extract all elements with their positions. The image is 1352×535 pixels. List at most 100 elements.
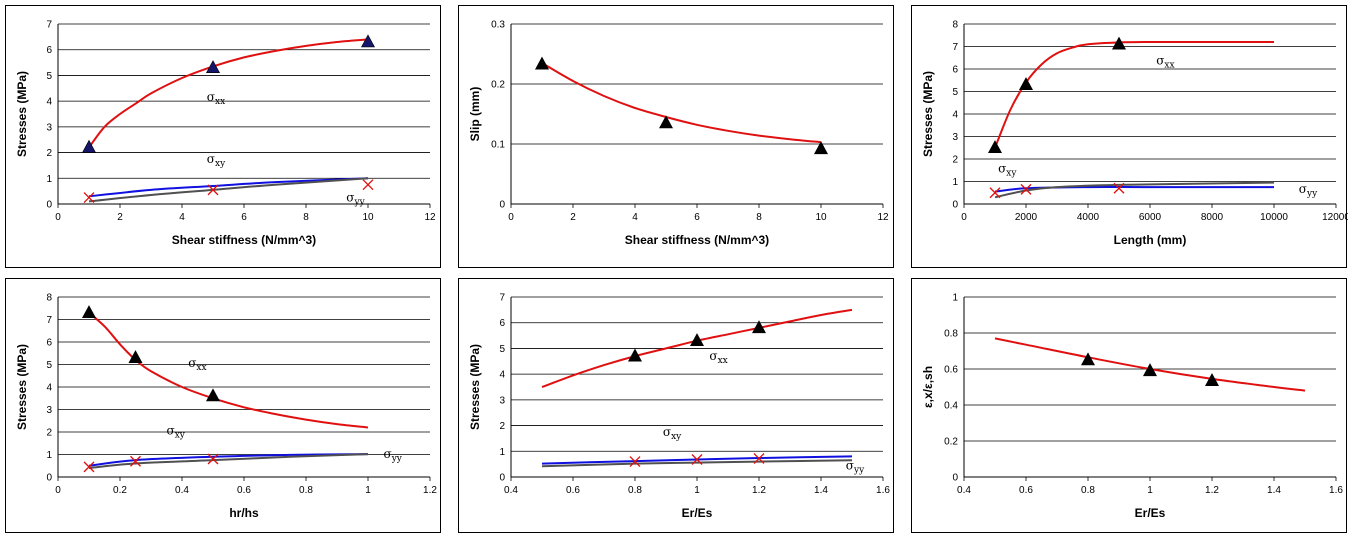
triangle-marker — [1080, 352, 1096, 366]
cross-marker — [83, 192, 95, 204]
x-axis-label: Er/Es — [682, 506, 713, 520]
series-annotation: σxx — [188, 356, 206, 373]
y-tick-label: 3 — [46, 122, 52, 133]
y-tick-label: 3 — [952, 132, 958, 143]
y-tick-label: 1 — [46, 450, 52, 461]
series-annotation: σxy — [998, 162, 1017, 179]
y-tick-label: 8 — [46, 293, 52, 304]
x-tick-label: 1 — [365, 485, 371, 496]
y-tick-label: 2 — [46, 428, 52, 439]
y-tick-label: 6 — [952, 65, 958, 76]
triangle-marker — [1111, 36, 1127, 50]
series-line — [88, 312, 369, 429]
chart-4-svg: 0 1 2 3 4 5 6 7 8 0 0.2 0.4 0.6 0.8 1 1.2 hr/hs Stresses … — [15, 293, 437, 521]
x-tick-label: 2000 — [1015, 212, 1038, 223]
y-tick-label: 0 — [952, 473, 958, 484]
y-tick-label: 3 — [46, 405, 52, 416]
x-axis-label: Er/Es — [1135, 506, 1166, 520]
triangle-marker — [205, 388, 221, 402]
x-tick-label: 4000 — [1077, 212, 1100, 223]
y-tick-label: 0.1 — [491, 140, 505, 151]
y-tick-label: 1 — [46, 174, 52, 185]
y-tick-label: 7 — [499, 293, 505, 304]
y-tick-label: 5 — [499, 344, 505, 355]
series-annotation: σyy — [1299, 182, 1318, 199]
y-tick-label: 0.3 — [491, 20, 505, 31]
x-tick-label: 1.4 — [814, 485, 828, 496]
x-tick-label: 2 — [117, 212, 123, 223]
cross-marker — [207, 184, 219, 196]
triangle-marker — [128, 350, 143, 364]
chart-panel-3: 0 1 2 3 4 5 6 7 8 0 2000 4000 6000 8000 10000 12000 Leng… — [911, 5, 1348, 268]
y-axis-label: Stresses (MPa) — [15, 71, 29, 157]
triangle-marker — [813, 141, 829, 155]
x-axis-label: Length (mm) — [1114, 233, 1187, 247]
y-tick-label: 6 — [46, 338, 52, 349]
chart-panel-4: 0 1 2 3 4 5 6 7 8 0 0.2 0.4 0.6 0.8 1 1.2 hr/hs Stresses … — [5, 278, 441, 533]
x-tick-label: 0.6 — [1019, 485, 1033, 496]
series-line — [88, 38, 369, 149]
y-tick-label: 4 — [46, 383, 52, 394]
series-line — [541, 62, 822, 144]
y-axis-label: Stresses (MPa) — [15, 344, 29, 430]
x-axis-label: Shear stiffness (N/mm^3) — [172, 233, 316, 247]
chart-panel-5: 0 1 2 3 4 5 6 7 0.4 0.6 0.8 1 1.2 1.4 1.6 Er/Es Stresses… — [458, 278, 894, 533]
x-tick-label: 0.8 — [1081, 485, 1095, 496]
y-tick-label: 1 — [952, 177, 958, 188]
series-annotation: σxx — [1156, 54, 1174, 71]
y-tick-label: 0 — [46, 200, 52, 211]
x-tick-label: 0.6 — [566, 485, 580, 496]
x-tick-label: 1 — [1147, 485, 1153, 496]
y-tick-label: 0.2 — [944, 437, 958, 448]
x-tick-label: 8 — [303, 212, 309, 223]
x-tick-label: 1.6 — [1329, 485, 1343, 496]
x-tick-label: 6000 — [1139, 212, 1162, 223]
chart-panel-1: 0 1 2 3 4 5 6 7 0 2 4 6 8 10 12 Shear stiffness (N/mm^3… — [5, 5, 441, 268]
series-line — [88, 453, 369, 469]
x-tick-label: 10 — [362, 212, 374, 223]
y-tick-label: 7 — [46, 20, 52, 31]
series-line — [994, 181, 1275, 199]
x-tick-label: 0.6 — [237, 485, 251, 496]
triangle-marker — [1018, 77, 1034, 91]
y-tick-label: 2 — [952, 155, 958, 166]
chart-6-svg: 0 0.2 0.4 0.6 0.8 1 0.4 0.6 0.8 1 1.2 1.4 1.6 Er/Es ε,… — [921, 293, 1343, 521]
cross-marker — [753, 453, 765, 464]
y-tick-label: 0 — [952, 200, 958, 211]
y-tick-label: 7 — [952, 42, 958, 53]
triangle-marker — [1142, 363, 1158, 377]
x-tick-label: 1 — [694, 485, 700, 496]
y-tick-label: 1 — [499, 447, 505, 458]
triangle-marker — [1204, 373, 1220, 386]
triangle-marker — [658, 115, 674, 129]
y-tick-label: 8 — [952, 20, 958, 31]
x-tick-label: 1.2 — [423, 485, 437, 496]
y-tick-label: 4 — [952, 110, 958, 121]
y-tick-label: 5 — [952, 87, 958, 98]
x-tick-label: 6 — [694, 212, 700, 223]
series-annotation: σxy — [207, 152, 226, 169]
series-annotation: σxx — [709, 349, 727, 366]
x-tick-label: 4 — [179, 212, 185, 223]
x-axis-label: Shear stiffness (N/mm^3) — [625, 233, 769, 247]
x-tick-label: 0.4 — [504, 485, 518, 496]
triangle-marker — [81, 305, 97, 319]
y-tick-label: 2 — [499, 421, 505, 432]
cross-marker — [629, 456, 641, 468]
x-axis-label: hr/hs — [229, 506, 259, 520]
cross-marker — [1020, 183, 1032, 195]
y-tick-label: 2 — [46, 148, 52, 159]
series-annotation: σxy — [167, 423, 186, 440]
chart-panel-6: 0 0.2 0.4 0.6 0.8 1 0.4 0.6 0.8 1 1.2 1.4 1.6 Er/Es ε,… — [911, 278, 1347, 533]
y-tick-label: 0 — [499, 200, 505, 211]
series-annotation: σyy — [846, 458, 865, 475]
y-axis-label: Stresses (MPa) — [468, 344, 482, 430]
series-line — [994, 186, 1274, 193]
cross-marker — [130, 455, 141, 467]
y-axis-label: Slip (mm) — [468, 87, 482, 142]
series-line — [541, 459, 853, 468]
triangle-marker — [689, 333, 705, 347]
series-line — [88, 453, 369, 467]
triangle-marker — [205, 60, 221, 74]
chart-5-svg: 0 1 2 3 4 5 6 7 0.4 0.6 0.8 1 1.2 1.4 1.6 Er/Es Stresses… — [468, 293, 890, 521]
